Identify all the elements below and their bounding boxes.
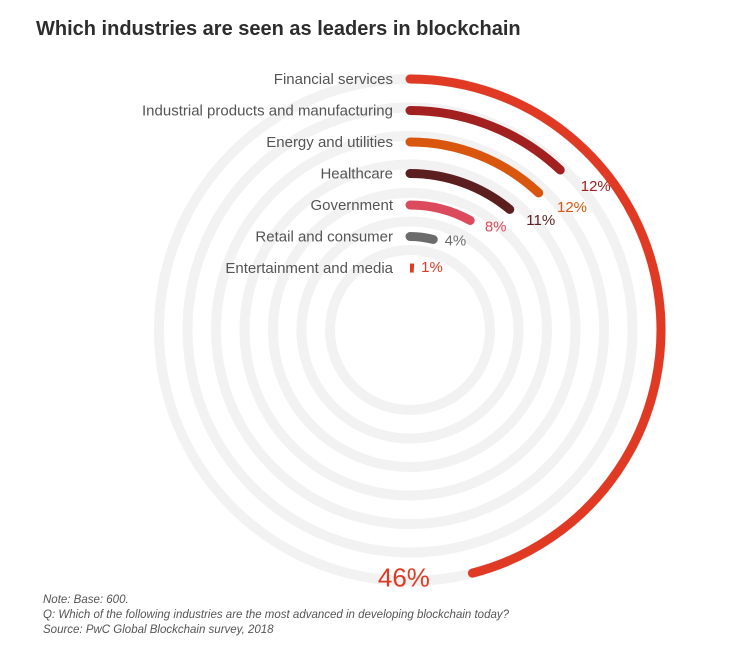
bar-arcs [405, 74, 666, 578]
value-label: 12% [557, 199, 587, 216]
category-label: Industrial products and manufacturing [142, 103, 393, 120]
bar-arc [405, 74, 666, 578]
track-ring [325, 245, 495, 415]
note-base: Note: Base: 600. [43, 594, 129, 606]
category-labels: Financial services Industrial products an… [142, 71, 394, 277]
value-label: 8% [485, 218, 507, 235]
value-label: 4% [445, 233, 467, 250]
value-label: 46% [378, 562, 430, 592]
note-source: Source: PwC Global Blockchain survey, 20… [43, 624, 274, 636]
track-ring [239, 159, 581, 501]
bar-arc [405, 137, 544, 198]
bar-arc [405, 169, 515, 214]
bar-arc [405, 200, 475, 225]
note-question: Q: Which of the following industries are… [43, 609, 510, 621]
category-label: Government [310, 197, 393, 214]
value-label: 1% [421, 259, 443, 276]
category-label: Financial services [274, 71, 393, 88]
category-label: Retail and consumer [255, 229, 393, 246]
track-ring [296, 216, 524, 444]
chart-notes: Note: Base: 600. Q: Which of the followi… [43, 593, 509, 638]
value-label: 12% [581, 178, 611, 195]
category-label: Healthcare [320, 166, 393, 183]
track-ring [268, 188, 552, 472]
value-labels: 46%12%12%11%8%4%1% [378, 178, 611, 592]
value-label: 11% [526, 212, 555, 229]
bar-arc [405, 106, 565, 175]
category-label: Energy and utilities [266, 134, 393, 151]
bar-arc [405, 232, 438, 244]
category-label: Entertainment and media [225, 260, 393, 277]
track-ring [211, 131, 609, 529]
chart-title: Which industries are seen as leaders in … [36, 18, 521, 40]
